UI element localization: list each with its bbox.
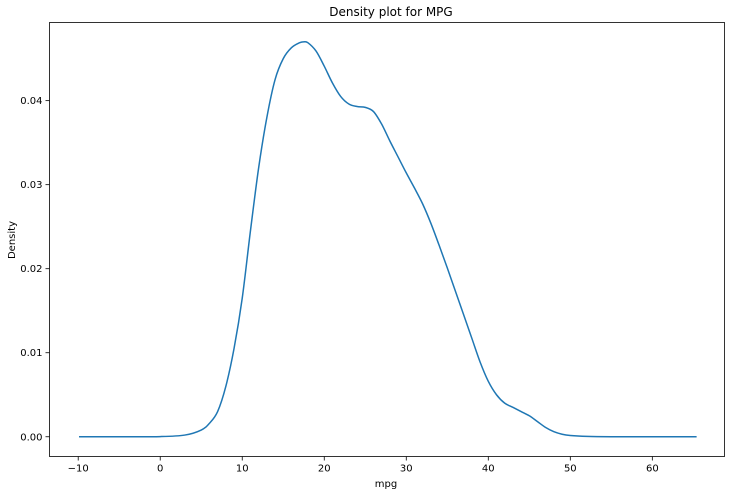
x-tick-label: 10 — [236, 464, 249, 475]
x-tick-label: 40 — [482, 464, 495, 475]
x-tick-label: 50 — [564, 464, 577, 475]
x-tick-label: 30 — [400, 464, 413, 475]
y-tick-label: 0.01 — [20, 348, 42, 359]
x-tick-label: 60 — [646, 464, 659, 475]
y-tick-label: 0.03 — [20, 180, 42, 191]
y-axis-label: Density — [7, 221, 18, 259]
density-line — [79, 40, 697, 438]
plot-frame — [49, 22, 725, 457]
y-tick-label: 0.04 — [20, 96, 42, 107]
x-axis-ticks: −10 0 10 20 30 40 50 60 — [68, 456, 659, 475]
chart-title: Density plot for MPG — [329, 5, 452, 19]
x-tick-label: 0 — [157, 464, 163, 475]
y-tick-label: 0.02 — [20, 264, 42, 275]
x-tick-label: 20 — [318, 464, 331, 475]
y-tick-label: 0.00 — [20, 432, 42, 443]
y-axis-ticks: 0.00 0.01 0.02 0.03 0.04 — [20, 96, 50, 443]
x-tick-label: −10 — [68, 464, 89, 475]
x-axis-label: mpg — [375, 479, 397, 490]
